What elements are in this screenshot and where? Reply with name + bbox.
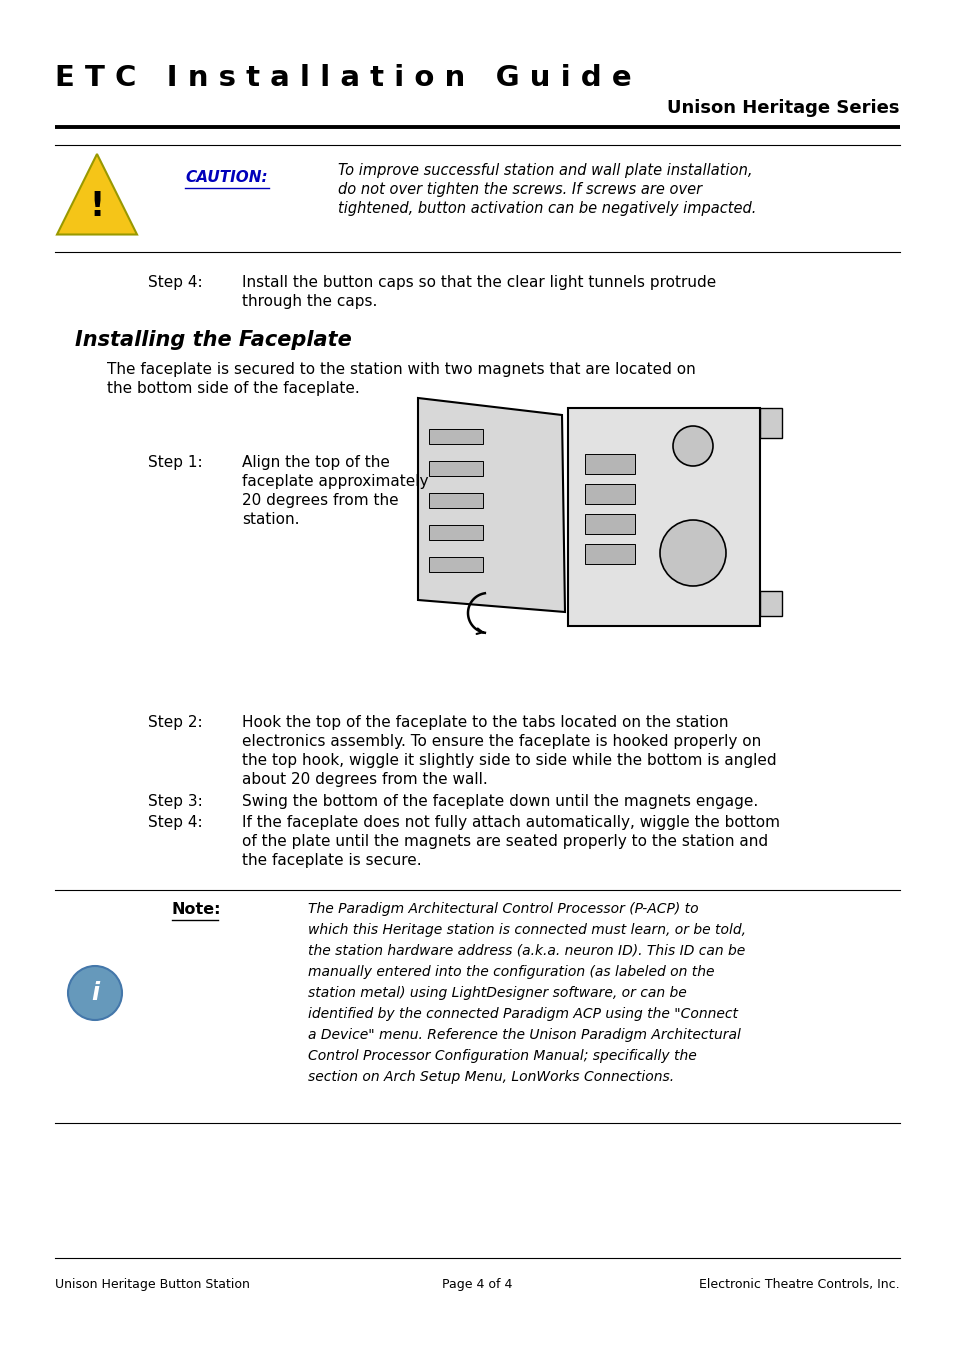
Text: E T C   I n s t a l l a t i o n   G u i d e: E T C I n s t a l l a t i o n G u i d e: [55, 64, 631, 92]
Text: the faceplate is secure.: the faceplate is secure.: [242, 853, 421, 868]
Text: about 20 degrees from the wall.: about 20 degrees from the wall.: [242, 772, 487, 787]
Text: the bottom side of the faceplate.: the bottom side of the faceplate.: [107, 381, 359, 396]
FancyBboxPatch shape: [760, 408, 781, 438]
Text: i: i: [91, 982, 99, 1005]
Text: Align the top of the: Align the top of the: [242, 456, 390, 470]
Text: do not over tighten the screws. If screws are over: do not over tighten the screws. If screw…: [337, 183, 701, 197]
FancyBboxPatch shape: [429, 461, 482, 476]
FancyBboxPatch shape: [567, 408, 760, 626]
FancyBboxPatch shape: [429, 557, 482, 572]
Text: which this Heritage station is connected must learn, or be told,: which this Heritage station is connected…: [308, 923, 745, 937]
Text: faceplate approximately: faceplate approximately: [242, 475, 428, 489]
Text: manually entered into the configuration (as labeled on the: manually entered into the configuration …: [308, 965, 714, 979]
Text: tightened, button activation can be negatively impacted.: tightened, button activation can be nega…: [337, 201, 756, 216]
Circle shape: [68, 965, 122, 1019]
Text: Page 4 of 4: Page 4 of 4: [441, 1278, 512, 1291]
Text: !: !: [90, 191, 105, 223]
Text: If the faceplate does not fully attach automatically, wiggle the bottom: If the faceplate does not fully attach a…: [242, 815, 780, 830]
Text: electronics assembly. To ensure the faceplate is hooked properly on: electronics assembly. To ensure the face…: [242, 734, 760, 749]
Text: Installing the Faceplate: Installing the Faceplate: [75, 330, 352, 350]
Text: of the plate until the magnets are seated properly to the station and: of the plate until the magnets are seate…: [242, 834, 767, 849]
Circle shape: [659, 521, 725, 585]
Text: station metal) using LightDesigner software, or can be: station metal) using LightDesigner softw…: [308, 986, 686, 1000]
Text: Unison Heritage Button Station: Unison Heritage Button Station: [55, 1278, 250, 1291]
Polygon shape: [417, 397, 564, 612]
Circle shape: [672, 426, 712, 466]
Polygon shape: [57, 154, 137, 234]
Text: Step 3:: Step 3:: [148, 794, 203, 808]
Text: Hook the top of the faceplate to the tabs located on the station: Hook the top of the faceplate to the tab…: [242, 715, 728, 730]
Text: 20 degrees from the: 20 degrees from the: [242, 493, 398, 508]
FancyBboxPatch shape: [584, 484, 635, 504]
Text: Control Processor Configuration Manual; specifically the: Control Processor Configuration Manual; …: [308, 1049, 696, 1063]
FancyBboxPatch shape: [760, 591, 781, 617]
Text: Swing the bottom of the faceplate down until the magnets engage.: Swing the bottom of the faceplate down u…: [242, 794, 758, 808]
Text: station.: station.: [242, 512, 299, 527]
Text: identified by the connected Paradigm ACP using the "Connect: identified by the connected Paradigm ACP…: [308, 1007, 738, 1021]
FancyBboxPatch shape: [584, 514, 635, 534]
Text: CAUTION:: CAUTION:: [185, 170, 268, 185]
FancyBboxPatch shape: [429, 429, 482, 443]
Text: through the caps.: through the caps.: [242, 293, 377, 310]
Text: Step 1:: Step 1:: [148, 456, 202, 470]
Text: the station hardware address (a.k.a. neuron ID). This ID can be: the station hardware address (a.k.a. neu…: [308, 944, 744, 959]
Text: To improve successful station and wall plate installation,: To improve successful station and wall p…: [337, 164, 752, 178]
Text: The Paradigm Architectural Control Processor (P-ACP) to: The Paradigm Architectural Control Proce…: [308, 902, 698, 917]
Text: Step 4:: Step 4:: [148, 815, 202, 830]
Text: section on Arch Setup Menu, LonWorks Connections.: section on Arch Setup Menu, LonWorks Con…: [308, 1069, 674, 1084]
Text: Unison Heritage Series: Unison Heritage Series: [667, 99, 899, 118]
FancyBboxPatch shape: [429, 525, 482, 539]
Text: Step 4:: Step 4:: [148, 274, 202, 289]
Text: Step 2:: Step 2:: [148, 715, 202, 730]
Text: The faceplate is secured to the station with two magnets that are located on: The faceplate is secured to the station …: [107, 362, 695, 377]
FancyBboxPatch shape: [584, 454, 635, 475]
FancyBboxPatch shape: [584, 544, 635, 564]
Text: Electronic Theatre Controls, Inc.: Electronic Theatre Controls, Inc.: [699, 1278, 899, 1291]
FancyBboxPatch shape: [429, 493, 482, 508]
Text: a Device" menu. Reference the Unison Paradigm Architectural: a Device" menu. Reference the Unison Par…: [308, 1028, 740, 1042]
Text: Install the button caps so that the clear light tunnels protrude: Install the button caps so that the clea…: [242, 274, 716, 289]
Text: Note:: Note:: [172, 902, 221, 917]
Text: the top hook, wiggle it slightly side to side while the bottom is angled: the top hook, wiggle it slightly side to…: [242, 753, 776, 768]
